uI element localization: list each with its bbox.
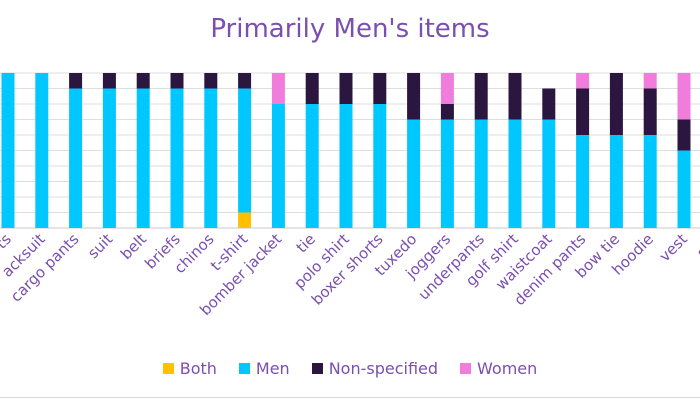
- bar-segment-men-hoodie: [643, 135, 657, 228]
- bar-segment-non-specified-boxer-shorts: [373, 73, 387, 104]
- bar-segment-women-joggers: [440, 73, 454, 104]
- bar-segment-men-chinos: [204, 88, 218, 228]
- bar-segment-non-specified-golf-shirt: [508, 73, 522, 120]
- bar-segment-men-boxer-shorts: [373, 104, 387, 228]
- legend-item-both: Both: [162, 359, 217, 378]
- bar-segment-women-hoodie: [643, 73, 657, 89]
- bar-segment-men-golf-shirt: [508, 119, 522, 228]
- legend-item-non-specified: Non-specified: [311, 359, 439, 378]
- bar-segment-both-t-shirt: [238, 212, 252, 228]
- bar-segment-non-specified-tie: [305, 73, 319, 104]
- legend-item-men: Men: [238, 359, 290, 378]
- bar-segment-men-tie: [305, 104, 319, 228]
- bar-segment-men-polo-shirt: [339, 104, 353, 228]
- bar-segment-women-denim-pants: [576, 73, 590, 89]
- bar-segment-women-bomber-jacket: [271, 73, 285, 104]
- legend-swatch-non-specified: [311, 363, 323, 374]
- legend-label-women: Women: [477, 359, 538, 378]
- bar-segment-men-suit: [102, 88, 116, 228]
- bar-segment-non-specified-bow-tie: [609, 73, 623, 135]
- legend-label-men: Men: [255, 359, 290, 378]
- legend-swatch-women: [460, 363, 472, 374]
- bar-segment-non-specified-t-shirt: [238, 73, 252, 89]
- x-tick-label: ts: [0, 230, 15, 253]
- bar-segment-men-underpants: [474, 119, 488, 228]
- bar-segment-non-specified-underpants: [474, 73, 488, 120]
- bar-segment-men-denim-pants: [576, 135, 590, 228]
- bar-segment-men-vest: [677, 150, 691, 228]
- legend-item-women: Women: [460, 359, 537, 378]
- bar-segment-men-t-shirt: [238, 88, 252, 213]
- bar-segment-men-bomber-jacket: [271, 104, 285, 228]
- chart-title: Primarily Men's items: [210, 14, 490, 44]
- bar-segment-non-specified-polo-shirt: [339, 73, 353, 104]
- bar-segment-non-specified-joggers: [440, 104, 454, 120]
- bar-segment-men-pants: [1, 73, 15, 228]
- x-tick-label: sho: [693, 230, 700, 261]
- x-tick-label: tie: [293, 230, 319, 256]
- legend-swatch-men: [238, 363, 250, 374]
- bar-segment-men-bow-tie: [609, 135, 623, 228]
- bar-segment-non-specified-suit: [102, 73, 116, 89]
- bar-segment-non-specified-chinos: [204, 73, 218, 89]
- x-tick-label: vest: [656, 230, 691, 265]
- bar-segment-women-vest: [677, 73, 691, 120]
- bar-segment-men-tracksuit: [35, 73, 49, 228]
- bar-segment-men-waistcoat: [542, 119, 556, 228]
- legend-label-both: Both: [179, 359, 217, 378]
- bar-segment-men-joggers: [440, 119, 454, 228]
- bars: [1, 73, 691, 228]
- bar-segment-non-specified-hoodie: [643, 88, 657, 135]
- bar-segment-non-specified-tuxedo: [407, 73, 421, 120]
- bar-segment-men-cargo-pants: [69, 88, 83, 228]
- bar-segment-non-specified-vest: [677, 119, 691, 151]
- bar-segment-men-briefs: [170, 88, 184, 228]
- legend-label-non-specified: Non-specified: [328, 359, 439, 378]
- legend-swatch-both: [162, 363, 174, 374]
- bar-segment-non-specified-briefs: [170, 73, 184, 89]
- x-tick-label: suit: [84, 230, 116, 262]
- bar-segment-non-specified-waistcoat: [542, 88, 556, 120]
- bar-segment-men-belt: [136, 88, 150, 228]
- bar-segment-non-specified-belt: [136, 73, 150, 89]
- legend: Both Men Non-specified Women: [0, 359, 700, 378]
- bar-segment-non-specified-denim-pants: [576, 88, 590, 135]
- bar-segment-men-tuxedo: [407, 119, 421, 228]
- bar-segment-non-specified-cargo-pants: [69, 73, 83, 89]
